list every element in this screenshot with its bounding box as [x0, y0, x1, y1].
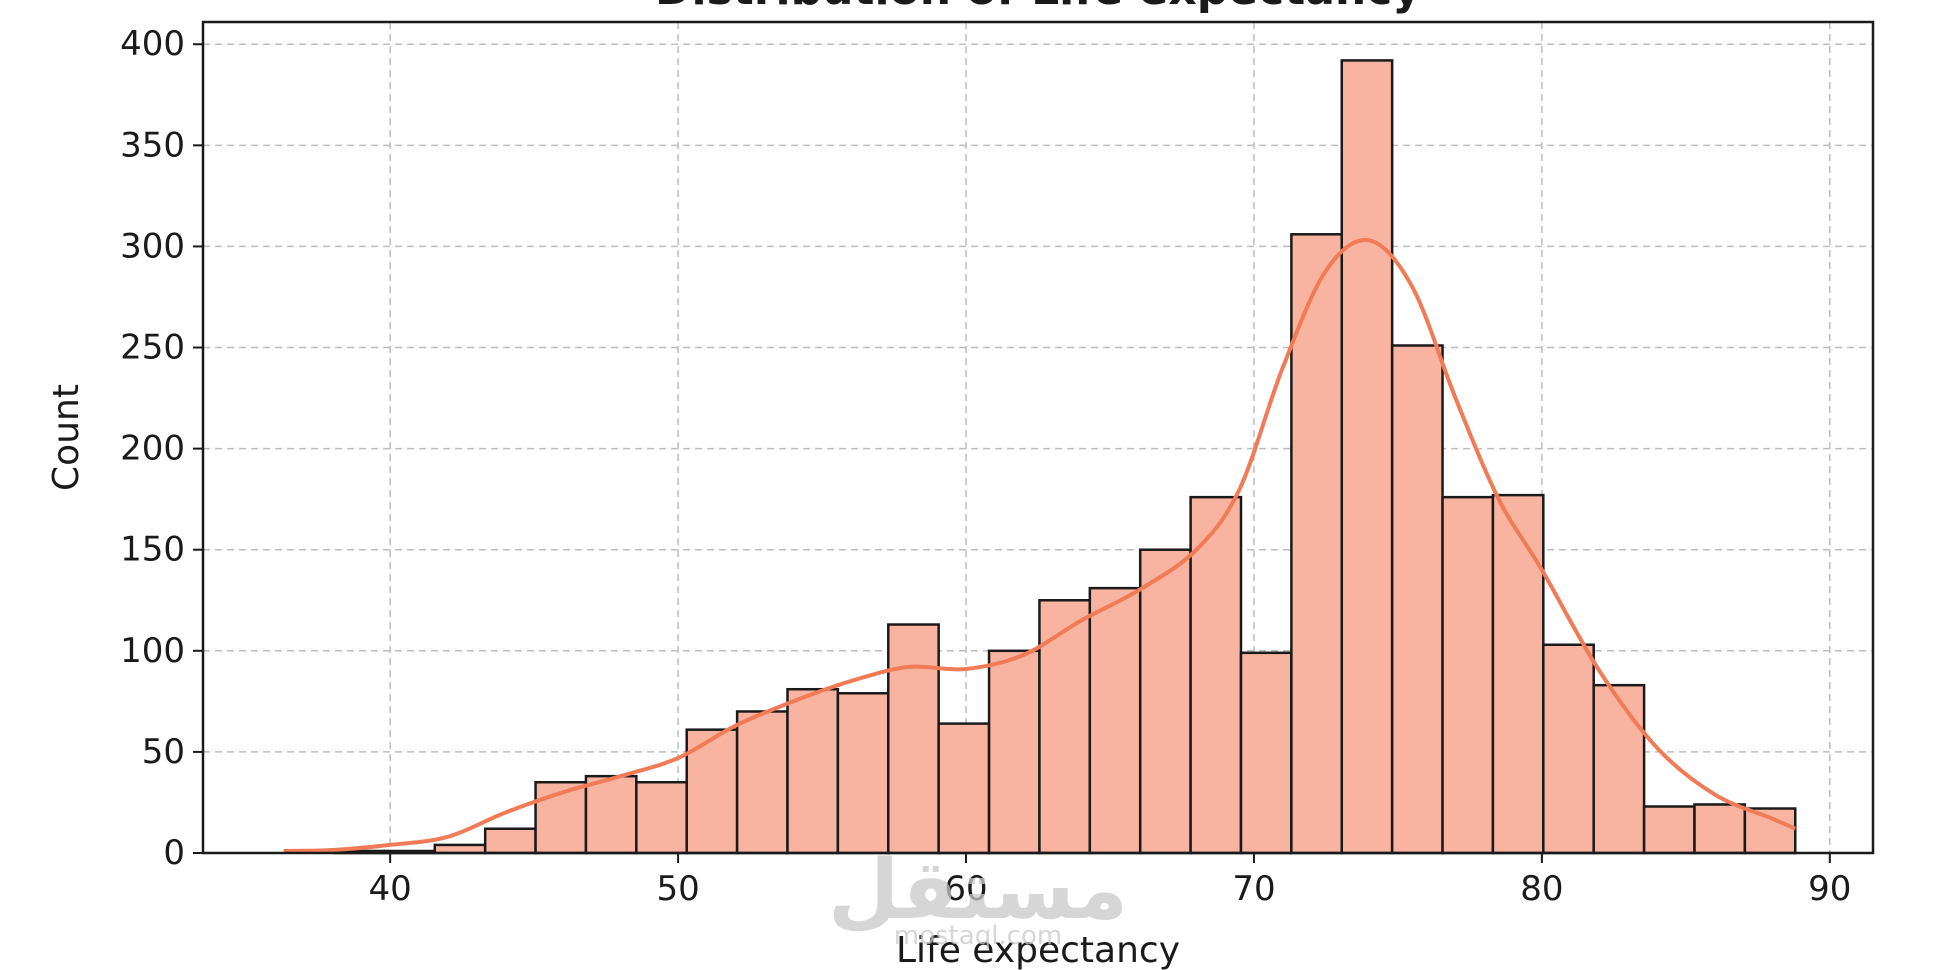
kde-curve [283, 238, 1797, 853]
watermark-domain: mostaql.com [894, 921, 1062, 951]
x-tick-label: 60 [944, 869, 987, 909]
histogram-bar [1239, 651, 1293, 855]
histogram-bar [483, 827, 537, 855]
histogram-bar [584, 774, 638, 855]
axes-frame [201, 20, 1875, 855]
ticks-layer: 40 50 60 70 80 90 0 50 100 150 200 250 300 350 400 [120, 24, 1851, 909]
frame-layer [201, 20, 1875, 855]
histogram-bar [1542, 643, 1595, 855]
histogram-bar [1189, 495, 1243, 855]
chart-title: Distribution of Life expectancy [655, 0, 1421, 15]
histogram-bar [1390, 344, 1444, 855]
kde-layer [283, 238, 1797, 853]
y-tick-label: 100 [120, 631, 185, 671]
histogram-bar [1743, 807, 1797, 855]
histogram-bar [887, 623, 940, 855]
y-axis-label: Count [46, 384, 87, 491]
histogram-bar [1340, 59, 1394, 855]
x-tick-label: 80 [1520, 869, 1563, 909]
histogram-bar [786, 687, 840, 855]
histogram-bar [987, 649, 1041, 855]
x-tick-label: 50 [656, 869, 699, 909]
bars-layer [332, 59, 1797, 855]
histogram-bar [635, 780, 688, 855]
y-tick-label: 0 [163, 833, 185, 873]
histogram-bar [1642, 805, 1696, 855]
histogram-bar [1038, 599, 1092, 855]
labels-layer: Life expectancy Count [46, 384, 1180, 970]
y-tick-label: 400 [120, 24, 185, 64]
x-tick-label: 70 [1232, 869, 1275, 909]
y-tick-label: 250 [120, 328, 185, 368]
y-tick-label: 150 [120, 530, 185, 570]
watermark: مستقل mostaql.com [828, 843, 1128, 951]
x-axis-label: Life expectancy [896, 930, 1180, 970]
x-tick-label: 90 [1808, 869, 1851, 909]
histogram-bar [1693, 803, 1747, 855]
histogram-bar [1592, 683, 1646, 855]
histogram-bar [1138, 548, 1192, 855]
histogram-bar [1088, 586, 1142, 855]
y-tick-label: 350 [120, 125, 185, 165]
histogram-bar [1441, 495, 1495, 855]
title-layer: Distribution of Life expectancy [655, 0, 1421, 15]
histogram-bar [937, 722, 991, 855]
histogram-bar [836, 692, 890, 855]
watermark-logo: مستقل [828, 843, 1128, 938]
histogram-bar [1491, 493, 1545, 855]
y-tick-label: 200 [120, 429, 185, 469]
y-tick-label: 50 [142, 732, 185, 772]
y-tick-label: 300 [120, 226, 185, 266]
histogram-bar [735, 710, 789, 855]
x-tick-label: 40 [369, 869, 412, 909]
